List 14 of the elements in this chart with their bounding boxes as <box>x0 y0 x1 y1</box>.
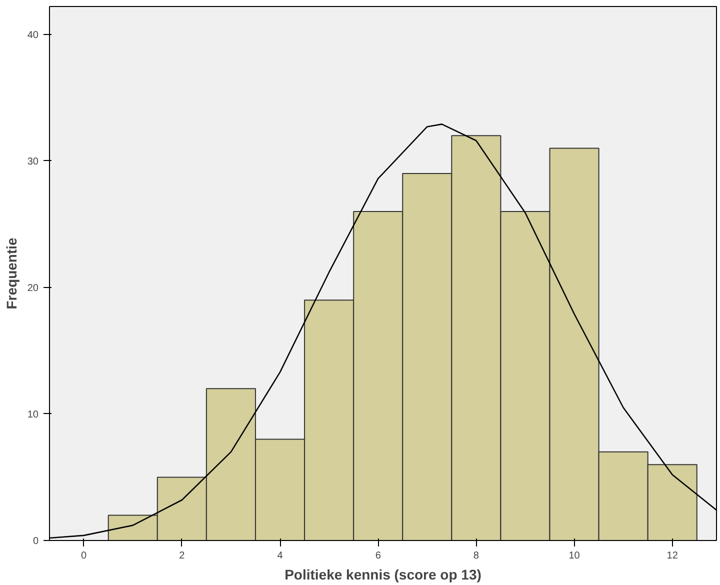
x-tick-label: 12 <box>666 550 678 562</box>
y-tick-label: 30 <box>27 156 39 168</box>
y-axis-title: Frequentie <box>3 238 20 310</box>
y-tick-label: 40 <box>27 30 39 41</box>
y-tick-label: 0 <box>32 536 39 547</box>
x-tick-label: 4 <box>277 550 284 562</box>
x-tick-label: 2 <box>179 550 186 562</box>
y-tick-label: 20 <box>27 282 39 294</box>
y-tick-label: 10 <box>27 409 39 420</box>
x-tick-label: 0 <box>81 550 88 562</box>
x-tick-label: 8 <box>473 550 480 562</box>
x-axis-title: Politieke kennis (score op 13) <box>284 566 482 582</box>
x-tick-label: 10 <box>568 550 580 562</box>
x-tick-label: 6 <box>375 550 382 562</box>
